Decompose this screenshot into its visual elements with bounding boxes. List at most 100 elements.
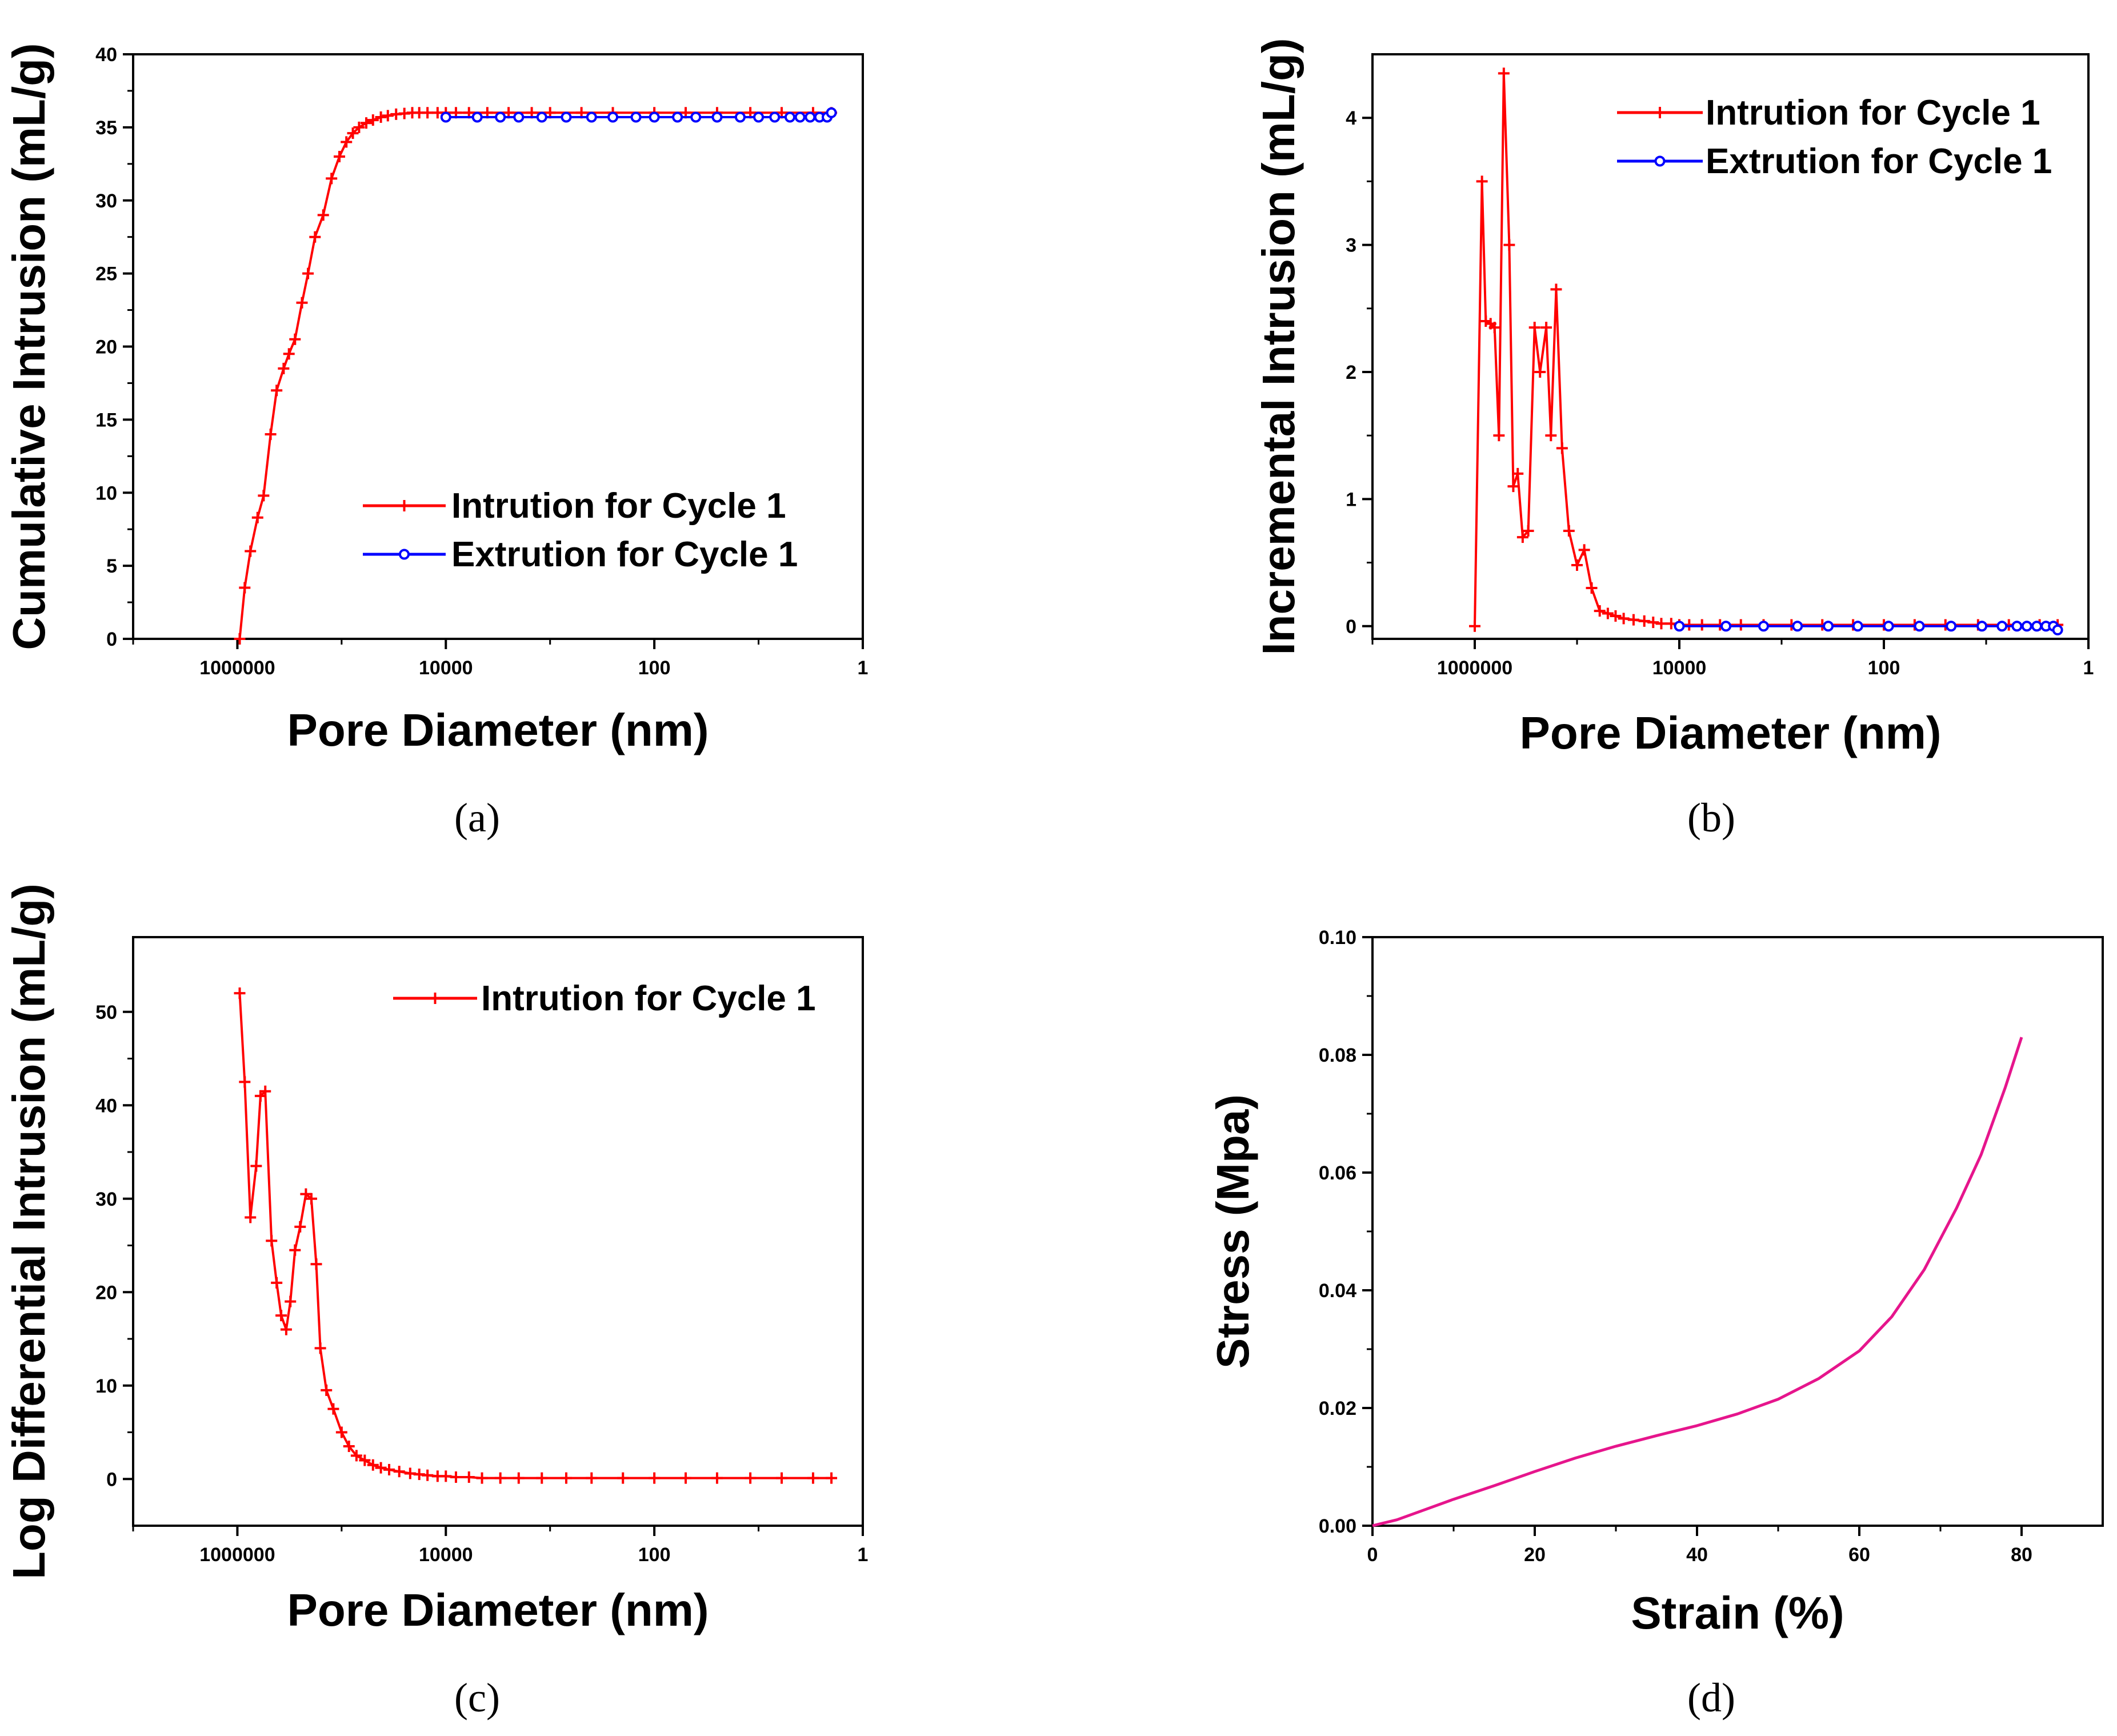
panel-c-series-1	[234, 987, 838, 1484]
panel-c-ytick-label: 20	[95, 1282, 117, 1303]
panel-b-series-2-point	[2011, 621, 2023, 632]
panel-b-series-2-point	[1852, 621, 1863, 632]
panel-a-series-2-point	[794, 111, 806, 123]
panel-a-xtick-label: 1	[858, 657, 869, 679]
panel-c-legend-label: Intrution for Cycle 1	[481, 979, 816, 1018]
panel-a-series-2-point	[805, 111, 816, 123]
panel-d: 0 20 40 60 80 0.00 0.02 0.04 0.06 0.08 0.10 Strain …	[1207, 927, 2104, 1721]
panel-d-caption: (d)	[1687, 1675, 1735, 1721]
panel-d-ytick-label: 0.06	[1319, 1162, 1356, 1184]
panel-b-series-2-point	[2021, 621, 2032, 632]
panel-d-frame	[1371, 936, 2104, 1527]
panel-c-xtick-label: 1	[858, 1544, 869, 1566]
panel-a-ytick-label: 10	[95, 482, 117, 504]
panel-c-caption: (c)	[454, 1675, 500, 1721]
panel-c-xtick-label: 10000	[419, 1544, 473, 1566]
panel-b-series-2-point	[1883, 621, 1894, 632]
panel-b-series-2-point	[1996, 621, 2008, 632]
panel-b-ytick-label: 2	[1346, 362, 1356, 383]
panel-b-legend-label: Extrution for Cycle 1	[1706, 142, 2052, 181]
panel-a-series-2-point	[471, 111, 483, 123]
panel-d-xtick-label: 20	[1524, 1544, 1546, 1566]
panel-c-series-1-line	[238, 993, 832, 1479]
panel-b-xtick-label: 1000000	[1437, 657, 1512, 679]
panel-b-series-2-point	[1792, 621, 1803, 632]
panel-b-series-2-point	[1946, 621, 1957, 632]
panel-a-ylabel: Cumulative Intrusion (mL/g)	[3, 43, 54, 650]
panel-b-series-2-point	[2052, 624, 2063, 635]
panel-c-ytick-label: 50	[95, 1002, 117, 1023]
panel-a-series-2-point	[711, 111, 723, 123]
panel-b-caption: (b)	[1687, 795, 1735, 841]
panel-b-series-2-point	[1914, 621, 1925, 632]
panel-b-legend: Intrution for Cycle 1 Extrution for Cycle…	[1617, 93, 2052, 181]
panel-a-legend-label: Intrution for Cycle 1	[451, 486, 786, 526]
panel-b-ylabel: Incremental Intrusion (mL/g)	[1253, 38, 1304, 655]
panel-d-xtick-label: 60	[1848, 1544, 1870, 1566]
panel-c-ytick-label: 10	[95, 1375, 117, 1397]
panel-a-ytick-label: 40	[95, 44, 117, 66]
panel-b-ytick-label: 3	[1346, 235, 1356, 257]
panel-a-caption: (a)	[454, 795, 500, 841]
panel-c-ytick-label: 40	[95, 1095, 117, 1117]
panel-b-ytick-label: 4	[1346, 107, 1356, 129]
panel-b-legend-marker	[1654, 155, 1666, 167]
panel-a-series-2-point	[826, 107, 837, 118]
panel-a-series-2-point	[784, 111, 795, 123]
panel-a-series-2-point	[440, 111, 451, 123]
panel-a-series-2-point	[513, 111, 525, 123]
panel-b-series-2-point	[1674, 621, 1685, 632]
panel-a-series-2	[440, 107, 837, 123]
panel-a-ytick-label: 5	[106, 555, 117, 577]
panel-c-xtick-label: 100	[638, 1544, 671, 1566]
panel-a-ytick-label: 20	[95, 337, 117, 358]
panel-a-series-2-point	[672, 111, 683, 123]
panel-c-xtick-label: 1000000	[199, 1544, 275, 1566]
panel-d-xlabel: Strain (%)	[1631, 1587, 1844, 1638]
panel-b-ytick-label: 1	[1346, 489, 1356, 510]
panel-a-xtick-label: 1000000	[199, 657, 275, 679]
panel-a-series-2-point	[495, 111, 506, 123]
panel-b: 1000000 10000 100 1 0 1 2 3 4 Pore Diameter (nm) I…	[1253, 38, 2094, 841]
panel-b-frame	[1371, 53, 2090, 640]
panel-c-xlabel: Pore Diameter (nm)	[287, 1585, 709, 1635]
panel-d-xtick-label: 0	[1367, 1544, 1378, 1566]
panel-d-series-1-line	[1372, 1037, 2023, 1527]
panel-c-legend: Intrution for Cycle 1	[393, 979, 816, 1018]
panel-a-xtick-label: 10000	[419, 657, 473, 679]
panel-b-xtick-label: 100	[1868, 657, 1900, 679]
panel-a-series-2-point	[734, 111, 746, 123]
panel-d-ytick-label: 0.00	[1319, 1515, 1356, 1537]
panel-a-legend: Intrution for Cycle 1 Extrution for Cycle…	[363, 486, 798, 574]
panel-b-xlabel: Pore Diameter (nm)	[1520, 707, 1942, 758]
panel-a-ytick-label: 30	[95, 190, 117, 212]
panel-a-xlabel: Pore Diameter (nm)	[287, 705, 709, 755]
panel-d-ylabel: Stress (Mpa)	[1207, 1094, 1258, 1369]
panel-c-frame	[132, 936, 864, 1527]
panel-d-series-1	[1372, 1037, 2023, 1527]
panel-a-ytick-label: 0	[106, 629, 117, 650]
panel-a-legend-marker	[399, 549, 410, 560]
panel-c-ytick-label: 30	[95, 1189, 117, 1210]
panel-b-series-2	[1674, 621, 2063, 635]
panel-a-series-2-point	[607, 111, 619, 123]
panel-a-series-2-point	[690, 111, 702, 123]
panel-d-ytick-label: 0.08	[1319, 1045, 1356, 1066]
panel-c-ytick-label: 0	[106, 1469, 117, 1490]
panel-b-xtick-label: 1	[2083, 657, 2094, 679]
panel-a-legend-label: Extrution for Cycle 1	[451, 535, 798, 574]
panel-a-ytick-label: 25	[95, 263, 117, 285]
panel-a-series-2-point	[649, 111, 660, 123]
panel-b-series-2-point	[1720, 621, 1732, 632]
panel-a-series-2-point	[586, 111, 597, 123]
panel-a-series-2-point	[630, 111, 642, 123]
panel-b-series-2-point	[1976, 621, 1988, 632]
panel-d-ytick-label: 0.04	[1319, 1280, 1356, 1302]
panel-c-ylabel: Log Differential Intrusion (mL/g)	[3, 883, 54, 1579]
panel-b-xtick-label: 10000	[1652, 657, 1707, 679]
panel-b-legend-label: Intrution for Cycle 1	[1706, 93, 2040, 133]
panel-b-series-2-point	[2031, 621, 2043, 632]
panel-a-series-2-point	[753, 111, 765, 123]
